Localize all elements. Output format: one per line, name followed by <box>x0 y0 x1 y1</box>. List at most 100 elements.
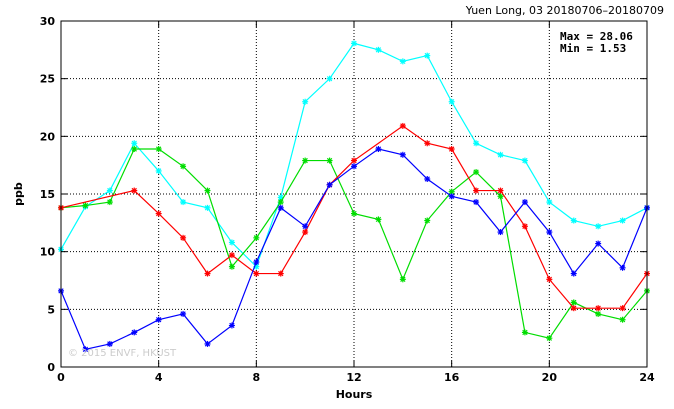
series-3-point <box>619 264 626 271</box>
series-0-point <box>424 52 431 59</box>
series-0-point <box>570 217 577 224</box>
series-2-point <box>399 122 406 129</box>
gridlines <box>61 21 647 367</box>
series-0-line <box>60 42 648 268</box>
x-tick-label: 12 <box>346 371 361 384</box>
series-1-point <box>155 146 162 153</box>
series-2-point <box>277 270 284 277</box>
max-annotation: Max = 28.06 <box>560 30 633 43</box>
series-0-point <box>204 204 211 211</box>
series-2-point <box>228 252 235 259</box>
x-tick-label: 4 <box>155 371 163 384</box>
series-1-point <box>253 234 260 241</box>
series-2-point <box>595 305 602 312</box>
series-3-point <box>106 340 113 347</box>
series-3-point <box>521 199 528 206</box>
series-3-point <box>180 310 187 317</box>
series-2-point <box>424 140 431 147</box>
series-0-point <box>595 223 602 230</box>
series-0-point <box>351 40 357 47</box>
series-2-point <box>521 223 528 230</box>
chart-title: Yuen Long, 03 20180706–20180709 <box>465 4 664 17</box>
series-0-point <box>619 217 626 224</box>
series-2-point <box>131 187 138 194</box>
series-1-point <box>399 276 406 283</box>
series-3-point <box>424 176 431 183</box>
series-3-point <box>473 199 480 206</box>
series-3-point <box>82 346 89 353</box>
series-0-point <box>131 140 138 147</box>
series-1-point <box>82 202 89 209</box>
series-1-point <box>228 263 235 270</box>
series-0-point <box>521 157 528 164</box>
y-tick-label: 15 <box>40 188 55 201</box>
series-3-point <box>253 259 260 266</box>
series-1-point <box>619 316 626 323</box>
x-tick-label: 20 <box>542 371 558 384</box>
series-0-point <box>375 46 382 53</box>
series-1-point <box>497 193 504 200</box>
series-1-point <box>326 157 333 164</box>
series-1-point <box>473 169 480 176</box>
series-3-point <box>155 316 162 323</box>
series-3 <box>58 146 650 353</box>
series-1-point <box>106 199 113 206</box>
series-group <box>58 40 650 353</box>
series-1-point <box>570 299 577 306</box>
series-3-point <box>546 229 553 236</box>
series-2-point <box>546 276 553 283</box>
series-2-point <box>619 305 626 312</box>
x-axis-label: Hours <box>336 388 373 401</box>
series-3-point <box>497 229 504 236</box>
series-2-point <box>351 157 357 164</box>
series-2-point <box>448 146 455 153</box>
series-1-point <box>277 199 284 206</box>
series-2-point <box>180 234 187 241</box>
series-1-point <box>351 210 357 217</box>
series-0-point <box>473 140 480 147</box>
series-1-point <box>302 157 309 164</box>
series-0-point <box>155 167 162 174</box>
series-3-point <box>399 151 406 158</box>
series-3-point <box>351 163 357 170</box>
series-2-line <box>60 125 648 309</box>
series-0-point <box>228 239 235 246</box>
y-tick-label: 5 <box>47 303 55 316</box>
series-0-point <box>180 199 187 206</box>
series-0-point <box>546 199 553 206</box>
series-2-point <box>473 187 480 194</box>
x-tick-label: 24 <box>639 371 655 384</box>
series-3-point <box>204 340 211 347</box>
series-0 <box>58 40 650 270</box>
series-2-point <box>155 210 162 217</box>
series-3-point <box>595 240 602 247</box>
series-2-point <box>204 270 211 277</box>
series-3-point <box>302 223 309 230</box>
series-3-point <box>570 270 577 277</box>
series-1-point <box>424 217 431 224</box>
axis-ticks: 0 4 8 12 16 20 24 0 5 10 15 20 25 30 <box>40 15 655 384</box>
series-1-point <box>131 146 138 153</box>
series-1 <box>58 146 650 342</box>
series-3-point <box>326 181 333 188</box>
series-0-point <box>302 98 309 105</box>
series-1-point <box>595 310 602 317</box>
series-3-point <box>448 193 455 200</box>
y-tick-label: 25 <box>40 73 55 86</box>
min-annotation: Min = 1.53 <box>560 42 626 55</box>
series-2-point <box>302 229 309 236</box>
y-tick-label: 20 <box>40 130 56 143</box>
series-2-point <box>497 187 504 194</box>
series-3-point <box>375 146 382 153</box>
y-axis-label: ppb <box>12 182 25 206</box>
series-3-point <box>228 322 235 329</box>
y-tick-label: 10 <box>40 246 56 259</box>
series-1-point <box>204 187 211 194</box>
series-0-point <box>497 151 504 158</box>
series-2-point <box>570 305 577 312</box>
series-2-point <box>253 270 260 277</box>
series-0-point <box>326 75 333 82</box>
y-tick-label: 30 <box>40 15 56 28</box>
series-1-point <box>546 335 553 342</box>
